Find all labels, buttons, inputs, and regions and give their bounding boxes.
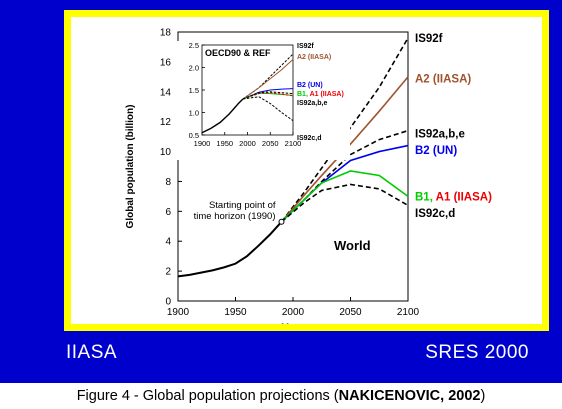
y-tick-label: 6 (165, 207, 171, 218)
brand-sres: SRES 2000 (425, 342, 529, 363)
inset-x-tick-label: 2050 (262, 139, 279, 148)
inset-title: OECD90 & REF (205, 48, 271, 58)
series-label-part: IS92c,d (415, 208, 455, 220)
y-tick-label: 14 (160, 87, 172, 98)
caption-suffix: ) (480, 388, 486, 404)
y-tick-label: 12 (160, 117, 172, 128)
y-tick-label: 10 (160, 147, 172, 158)
y-tick-label: 2 (165, 267, 171, 278)
series-line-is92c-d (280, 183, 409, 223)
inset-x-tick-label: 2000 (239, 139, 256, 148)
annotation-line-2: time horizon (1990) (194, 211, 276, 222)
series-label-part: B1, (415, 191, 436, 203)
inset-series-label-part: B2 (UN) (297, 82, 323, 89)
y-tick-label: 18 (160, 28, 172, 39)
inset-x-tick-label: 1950 (216, 139, 233, 148)
x-tick-label: 1950 (224, 307, 247, 318)
inset-background (175, 41, 350, 160)
series-label-part: A2 (IIASA) (415, 73, 471, 85)
chart-title: World (334, 238, 371, 253)
caption-prefix: Figure 4 - Global population projections… (76, 388, 339, 404)
x-tick-label: 2050 (339, 307, 362, 318)
inset-series-label: B2 (UN) (297, 82, 323, 89)
series-label-b2-un-: B2 (UN) (415, 145, 457, 157)
inset-y-tick-label: 2.0 (189, 64, 199, 73)
x-tick-label: 2100 (397, 307, 420, 318)
y-tick-label: 4 (165, 237, 171, 248)
history-line (177, 221, 283, 278)
inset-series-line-b2-un- (242, 88, 294, 100)
series-label-is92a-b-e: IS92a,b,e (415, 129, 465, 141)
inset-x-tick-label: 2100 (285, 139, 302, 148)
inset-series-label-part: B1, (297, 91, 310, 98)
x-tick-label: 1900 (167, 307, 190, 318)
inset-series-label-part: A1 (IIASA) (310, 91, 344, 98)
inset-history-line (201, 98, 244, 134)
inset-series-label: IS92a,b,e (297, 100, 327, 107)
x-axis-label: Year (281, 322, 305, 324)
series-label-b1-a1-iiasa-: B1, A1 (IIASA) (415, 191, 492, 203)
inset-series-label-part: IS92a,b,e (297, 100, 327, 107)
inset-series-label: B1, A1 (IIASA) (297, 91, 344, 98)
y-tick-label: 16 (160, 57, 172, 68)
inset-series-label: IS92f (297, 43, 314, 50)
inset-y-tick-label: 2.5 (189, 41, 199, 50)
inset-series-line-is92c-d (242, 96, 294, 122)
inset-series-line-a2-iiasa- (242, 59, 294, 100)
start-point-marker (278, 218, 285, 225)
inset-y-tick-label: 0.5 (189, 131, 199, 140)
series-label-a2-iiasa-: A2 (IIASA) (415, 73, 471, 85)
y-axis-label: Global population (billion) (125, 105, 136, 229)
y-tick-label: 0 (165, 297, 171, 308)
inset-series-line-is92a-b-e (242, 91, 294, 100)
inset-series-label: IS92c,d (297, 135, 322, 142)
series-label-part: IS92a,b,e (415, 129, 465, 141)
inset-series-line-b1-a1-iiasa- (242, 92, 294, 100)
inset-series-label: A2 (IIASA) (297, 54, 331, 61)
series-label-part: IS92f (415, 33, 443, 45)
series-label-part: B2 (UN) (415, 145, 457, 157)
brand-iiasa: IIASA (66, 342, 118, 363)
inset-y-tick-label: 1.5 (189, 86, 199, 95)
series-label-is92c-d: IS92c,d (415, 208, 455, 220)
series-label-part: A1 (IIASA) (436, 191, 492, 203)
annotation-line-1: Starting point of (209, 200, 276, 211)
inset-series-label-part: IS92f (297, 43, 314, 50)
inset-y-tick-label: 1.0 (189, 109, 199, 118)
inset-x-tick-label: 1900 (194, 139, 211, 148)
inset-series-label-part: IS92c,d (297, 135, 322, 142)
figure-caption: Figure 4 - Global population projections… (0, 388, 562, 404)
population-chart: 0 2 4 6 8 10 12 14 16 18 1900 1950 2000 2050 2100 Year G… (125, 28, 492, 325)
y-tick-label: 8 (165, 177, 171, 188)
series-line-b1-a1-iiasa- (280, 170, 409, 223)
caption-citation: NAKICENOVIC, 2002 (338, 388, 481, 404)
series-label-is92f: IS92f (415, 33, 443, 45)
inset-series-label-part: A2 (IIASA) (297, 54, 331, 61)
x-tick-label: 2000 (282, 307, 305, 318)
inset-series-line-b1-a1-iiasa- (242, 92, 294, 100)
